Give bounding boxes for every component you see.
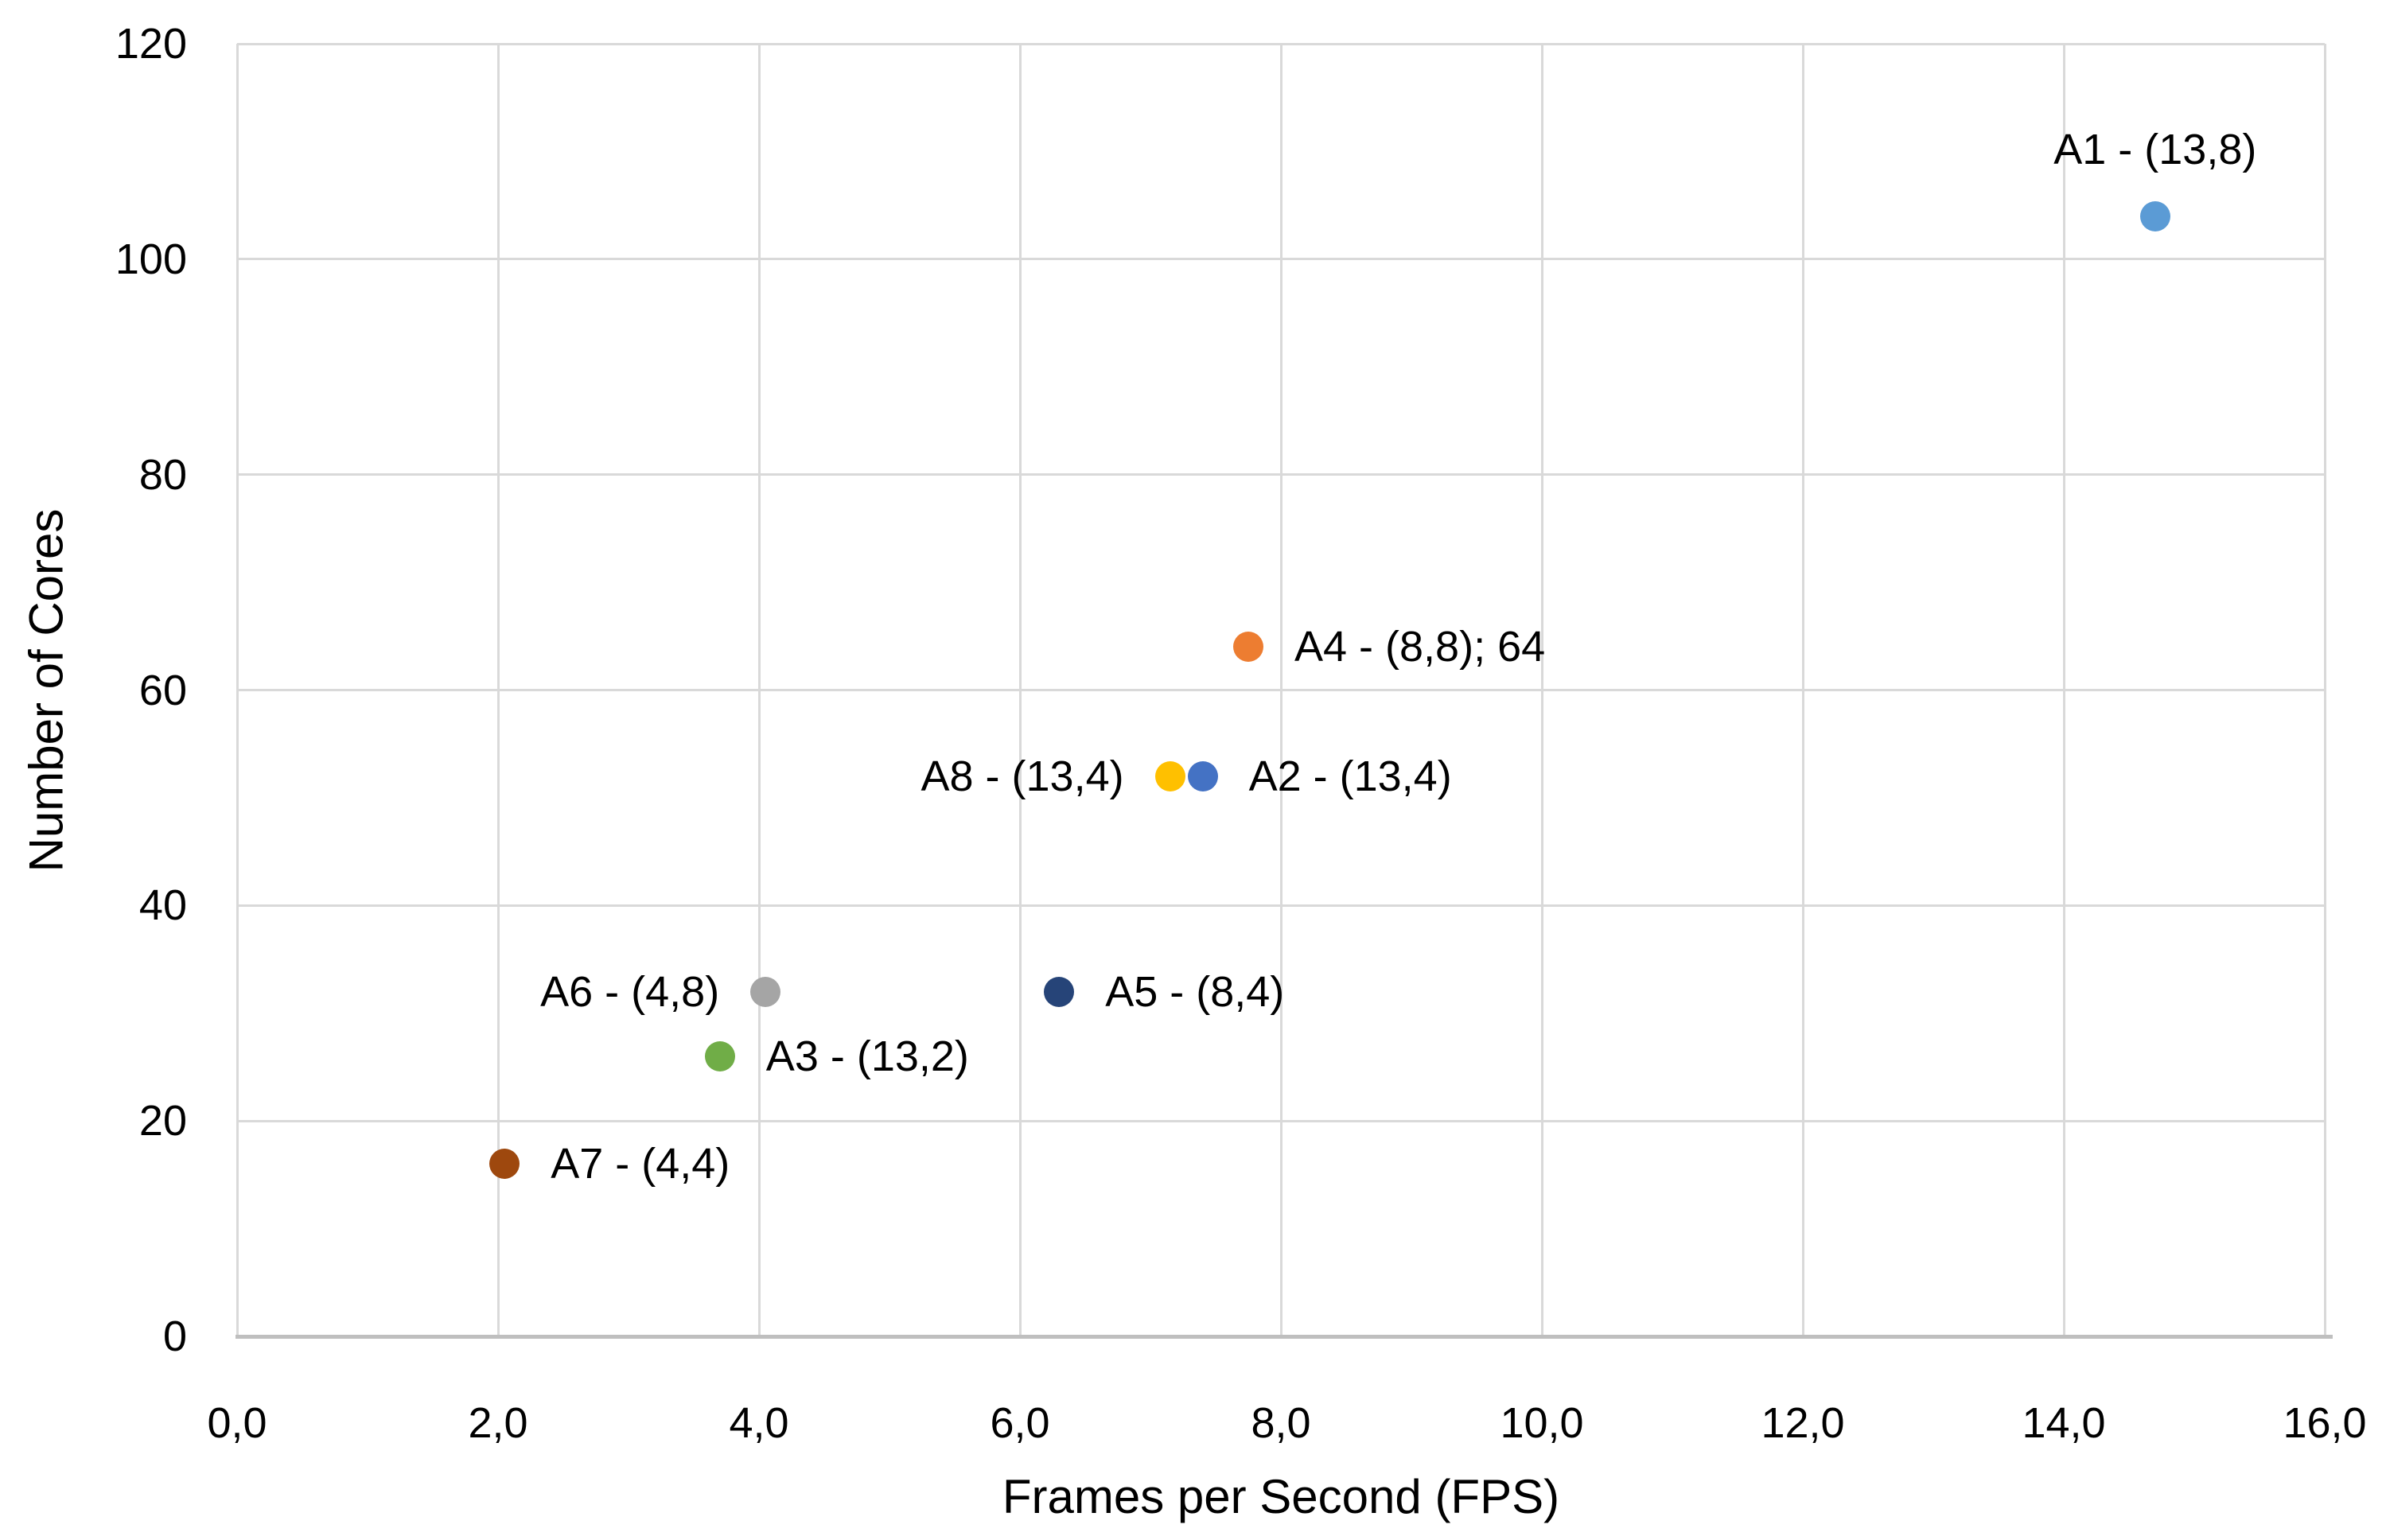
x-tick-label: 0,0 <box>207 1399 267 1447</box>
y-tick-label: 120 <box>115 20 187 68</box>
horizontal-gridline <box>237 42 2325 45</box>
data-point-A6 <box>750 976 781 1007</box>
data-point-label-A1: A1 - (13,8) <box>2053 125 2257 173</box>
data-point-label-A7: A7 - (4,4) <box>551 1140 730 1188</box>
y-axis-title: Number of Cores <box>19 508 73 873</box>
data-point-A4 <box>1233 632 1263 663</box>
data-point-A7 <box>489 1149 520 1180</box>
x-axis-line <box>235 1335 2333 1339</box>
vertical-gridline <box>2323 44 2326 1336</box>
x-tick-label: 10,0 <box>1500 1399 1584 1447</box>
x-tick-label: 6,0 <box>990 1399 1050 1447</box>
data-point-label-A6: A6 - (4,8) <box>540 967 720 1016</box>
data-point-A1 <box>2139 200 2170 231</box>
horizontal-gridline <box>237 689 2325 691</box>
data-point-label-A5: A5 - (8,4) <box>1105 967 1285 1016</box>
x-tick-label: 14,0 <box>2022 1399 2106 1447</box>
data-point-A5 <box>1044 976 1075 1007</box>
x-tick-label: 12,0 <box>1761 1399 1845 1447</box>
horizontal-gridline <box>237 904 2325 907</box>
data-point-label-A3: A3 - (13,2) <box>765 1032 969 1080</box>
x-tick-label: 2,0 <box>468 1399 528 1447</box>
data-point-A8 <box>1154 760 1185 791</box>
data-point-label-A8: A8 - (13,4) <box>921 752 1124 800</box>
y-tick-label: 40 <box>138 881 187 930</box>
y-tick-label: 60 <box>138 666 187 714</box>
data-point-label-A2: A2 - (13,4) <box>1248 752 1452 800</box>
horizontal-gridline <box>237 258 2325 261</box>
y-tick-label: 100 <box>115 235 187 283</box>
y-tick-label: 0 <box>162 1312 187 1360</box>
data-point-A3 <box>704 1040 735 1071</box>
x-axis-title: Frames per Second (FPS) <box>1002 1470 1560 1523</box>
horizontal-gridline <box>237 1119 2325 1122</box>
y-tick-label: 20 <box>138 1097 187 1145</box>
y-tick-label: 80 <box>138 450 187 499</box>
data-point-label-A4: A4 - (8,8); 64 <box>1294 623 1546 671</box>
data-point-A2 <box>1187 760 1218 791</box>
x-tick-label: 4,0 <box>729 1399 789 1447</box>
x-tick-label: 16,0 <box>2283 1399 2367 1447</box>
horizontal-gridline <box>237 473 2325 476</box>
x-tick-label: 8,0 <box>1251 1399 1311 1447</box>
